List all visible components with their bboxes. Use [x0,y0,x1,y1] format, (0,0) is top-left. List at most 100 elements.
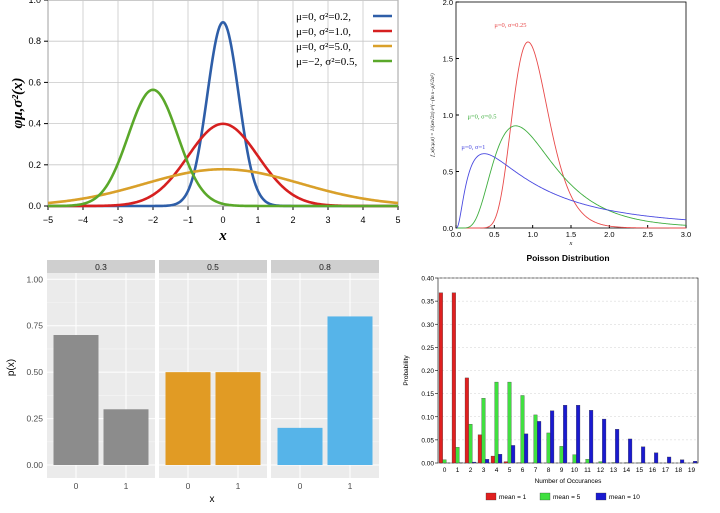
legend-label: μ=0, σ²=5.0, [296,41,351,53]
bar [533,414,538,464]
x-tick-label: 5 [395,215,400,225]
series-line-0 [456,41,686,229]
plot-area [455,1,687,229]
y-tick-label: 0.40 [421,276,434,283]
y-tick-label: 1.5 [443,55,453,64]
series-line-2 [456,153,687,229]
bar [572,454,577,464]
bar [615,429,620,464]
x-tick-label: 15 [636,467,644,474]
x-tick-label: 5 [508,467,512,474]
x-tick-label: 11 [584,467,591,474]
y-tick-label: 0.4 [28,119,41,129]
y-tick-label: 1.0 [443,111,453,120]
y-tick-label: 0.30 [421,322,434,329]
x-tick-label: 0.0 [451,230,461,239]
y-tick-label: 0.0 [443,224,453,233]
x-tick-label: 0 [220,215,225,225]
y-axis-label: p(x) [6,359,17,376]
bar [628,438,633,464]
bar [215,372,261,465]
bar [585,459,590,464]
x-tick-label: 0.5 [489,230,499,239]
y-tick-label: 1.00 [26,274,43,284]
x-axis-label: x [218,228,227,244]
poisson-bar-chart: Poisson Distribution 0.00 0.05 0.10 0.15 0.20… [403,253,699,501]
bar [485,459,490,464]
bar [498,454,503,464]
y-tick-label: 1.0 [28,0,41,5]
legend-swatch [485,492,497,501]
x-tick-label: 1 [348,481,353,491]
series-label: μ=0, σ=1 [461,144,485,151]
lognormal-pdf-chart: 0.0 0.5 1.0 1.5 2.0 2.5 3.0 0.0 0.5 1.0 1.5 2.0 μ=0,… [430,0,691,247]
bar [472,461,477,464]
bar [438,292,443,464]
bar [524,433,529,464]
series-label: μ=0, σ=0.5 [468,113,497,120]
x-tick-label: 3.0 [681,230,691,239]
bar [667,456,672,464]
x-tick-label: 16 [649,467,657,474]
legend-label: μ=−2, σ²=0.5, [296,56,357,68]
bar [550,410,555,464]
x-axis-label: x [210,494,215,505]
x-tick-label: 1 [255,215,260,225]
y-tick-label: 0.50 [26,367,43,377]
x-tick-label: 2.0 [604,230,614,239]
bar [602,418,607,464]
bar [468,423,473,464]
x-tick-label: 7 [534,467,538,474]
x-tick-label: 1 [236,481,241,491]
bar [520,395,525,464]
x-tick-label: 14 [623,467,631,474]
x-tick-label: 0 [298,481,303,491]
y-axis-label: Probability [403,355,410,386]
x-tick-label: −4 [78,215,88,225]
bar [490,455,495,464]
bar [464,377,469,464]
legend-label: mean = 10 [609,494,640,501]
y-tick-label: 2.0 [443,0,453,7]
facet-strip [159,260,267,273]
x-tick-label: −5 [43,215,53,225]
x-tick-label: 13 [610,467,618,474]
x-tick-label: −3 [113,215,123,225]
x-tick-label: 17 [662,467,670,474]
legend-swatch [595,492,607,501]
chart-title: Poisson Distribution [526,253,609,263]
bar [559,446,564,464]
bar [511,445,516,464]
y-tick-label: 0.0 [28,201,41,211]
y-tick-label: 0.75 [26,321,43,331]
x-tick-label: 0 [74,481,79,491]
y-tick-label: 0.15 [421,391,434,398]
x-tick-label: 19 [688,467,696,474]
y-tick-label: 0.05 [421,437,434,444]
bar [165,372,211,465]
bar [507,381,512,464]
y-tick-label: 0.25 [26,414,43,424]
x-tick-label: 1 [456,467,460,474]
x-tick-label: 4 [360,215,365,225]
facet-strip [271,260,379,273]
bar [576,405,581,464]
x-tick-label: 2 [469,467,473,474]
x-tick-label: 18 [675,467,683,474]
x-tick-label: −1 [183,215,193,225]
series-line-3 [47,88,398,208]
x-axis-label: Number of Occurances [535,478,603,485]
x-tick-label: 10 [571,467,579,474]
x-tick-label: 3 [482,467,486,474]
bar [103,409,149,465]
x-tick-label: 2 [290,215,295,225]
series-label: μ=0, σ=0.25 [494,22,526,29]
y-tick-label: 0.10 [421,414,434,421]
y-tick-label: 0.00 [26,460,43,470]
bar [277,427,323,465]
bar [53,335,99,465]
bar [481,398,486,464]
y-tick-label: 0.00 [421,461,434,468]
y-tick-label: 0.8 [28,36,41,46]
